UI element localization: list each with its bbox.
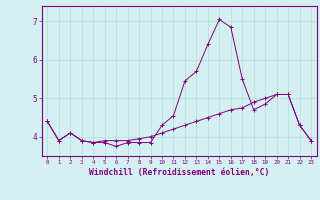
X-axis label: Windchill (Refroidissement éolien,°C): Windchill (Refroidissement éolien,°C) [89, 168, 269, 177]
